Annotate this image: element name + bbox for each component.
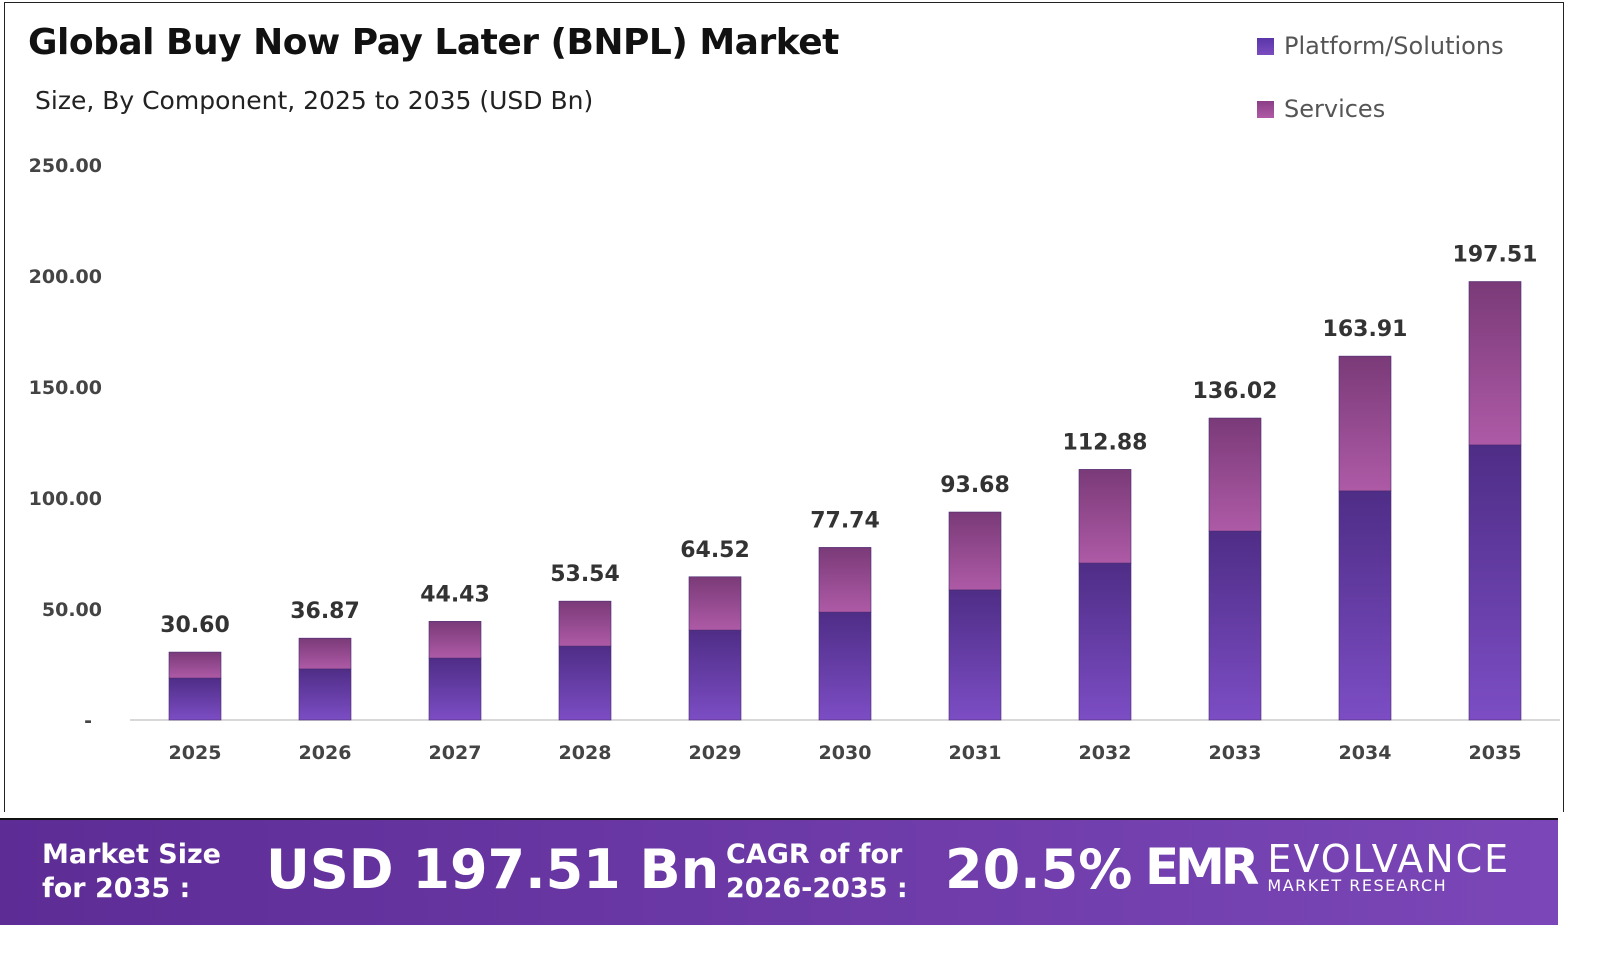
bar-services-2033	[1208, 417, 1262, 532]
y-tick-label: 200.00	[29, 266, 102, 288]
bar-platform-2027	[428, 657, 482, 721]
x-tick-label: 2027	[429, 742, 482, 764]
total-label-2029: 64.52	[680, 538, 750, 563]
x-tick-label: 2035	[1469, 742, 1522, 764]
y-tick-label: -	[84, 710, 92, 732]
bar-platform-2026	[298, 668, 352, 721]
legend-swatch-platform	[1257, 37, 1274, 55]
total-label-2028: 53.54	[550, 562, 620, 587]
bar-services-2029	[688, 576, 742, 631]
bar-platform-2028	[558, 645, 612, 721]
chart-frame	[4, 2, 1564, 812]
legend-label: Platform/Solutions	[1284, 32, 1504, 60]
bar-services-2032	[1078, 469, 1132, 564]
bar-platform-2033	[1208, 530, 1262, 721]
x-tick-label: 2028	[559, 742, 612, 764]
logo-tagline: MARKET RESEARCH	[1267, 876, 1448, 895]
market-size-label-line2: for 2035 :	[42, 873, 191, 904]
chart-title: Global Buy Now Pay Later (BNPL) Market	[28, 22, 839, 63]
cagr-label: CAGR of for 2026-2035 :	[726, 838, 908, 906]
x-tick-label: 2025	[169, 742, 222, 764]
legend-item-services: Services	[1257, 95, 1385, 123]
evolvance-logo: EMR EVOLVANCE MARKET RESEARCH	[1145, 838, 1510, 896]
bar-platform-2031	[948, 589, 1002, 721]
bar-services-2025	[168, 651, 222, 679]
x-tick-label: 2026	[299, 742, 352, 764]
logo-name: EVOLVANCE	[1267, 837, 1511, 881]
x-tick-label: 2030	[819, 742, 872, 764]
y-tick-label: 100.00	[29, 488, 102, 510]
legend-swatch-services	[1257, 100, 1274, 118]
total-label-2031: 93.68	[940, 473, 1010, 498]
bar-platform-2030	[818, 611, 872, 721]
total-label-2033: 136.02	[1193, 379, 1278, 404]
bar-platform-2034	[1338, 490, 1392, 721]
cagr-label-line1: CAGR of for	[726, 839, 903, 870]
total-label-2034: 163.91	[1323, 317, 1408, 342]
legend-item-platform: Platform/Solutions	[1257, 32, 1504, 60]
logo-mark: EMR	[1145, 838, 1259, 896]
total-label-2026: 36.87	[290, 599, 360, 624]
x-tick-label: 2032	[1079, 742, 1132, 764]
bar-services-2034	[1338, 355, 1392, 492]
cagr-value: 20.5%	[945, 838, 1133, 901]
market-size-label-line1: Market Size	[42, 839, 221, 870]
cagr-label-line2: 2026-2035 :	[726, 873, 908, 904]
y-tick-label: 250.00	[29, 155, 102, 177]
x-tick-label: 2031	[949, 742, 1002, 764]
bar-services-2030	[818, 547, 872, 613]
bar-services-2028	[558, 600, 612, 647]
y-tick-label: 150.00	[29, 377, 102, 399]
bar-services-2026	[298, 637, 352, 670]
market-size-label: Market Size for 2035 :	[42, 838, 221, 906]
bar-platform-2025	[168, 677, 222, 721]
x-tick-label: 2033	[1209, 742, 1262, 764]
total-label-2030: 77.74	[810, 508, 880, 533]
x-tick-label: 2034	[1339, 742, 1392, 764]
bar-platform-2035	[1468, 444, 1522, 721]
x-tick-label: 2029	[689, 742, 742, 764]
chart-subtitle: Size, By Component, 2025 to 2035 (USD Bn…	[35, 86, 594, 115]
y-tick-label: 50.00	[42, 599, 102, 621]
total-label-2025: 30.60	[160, 613, 230, 638]
footer-banner: Market Size for 2035 : USD 197.51 Bn CAG…	[0, 818, 1558, 925]
total-label-2032: 112.88	[1063, 430, 1148, 455]
bar-platform-2032	[1078, 562, 1132, 721]
bar-services-2027	[428, 621, 482, 659]
bar-platform-2029	[688, 629, 742, 721]
bar-services-2035	[1468, 281, 1522, 446]
bar-chart: - 50.00 100.00 150.00 200.00 250.00 30.60 2025…	[29, 155, 1560, 764]
market-size-value: USD 197.51 Bn	[266, 838, 720, 901]
total-label-2035: 197.51	[1453, 243, 1538, 268]
bar-services-2031	[948, 511, 1002, 591]
total-label-2027: 44.43	[420, 582, 490, 607]
legend-label: Services	[1284, 95, 1386, 123]
